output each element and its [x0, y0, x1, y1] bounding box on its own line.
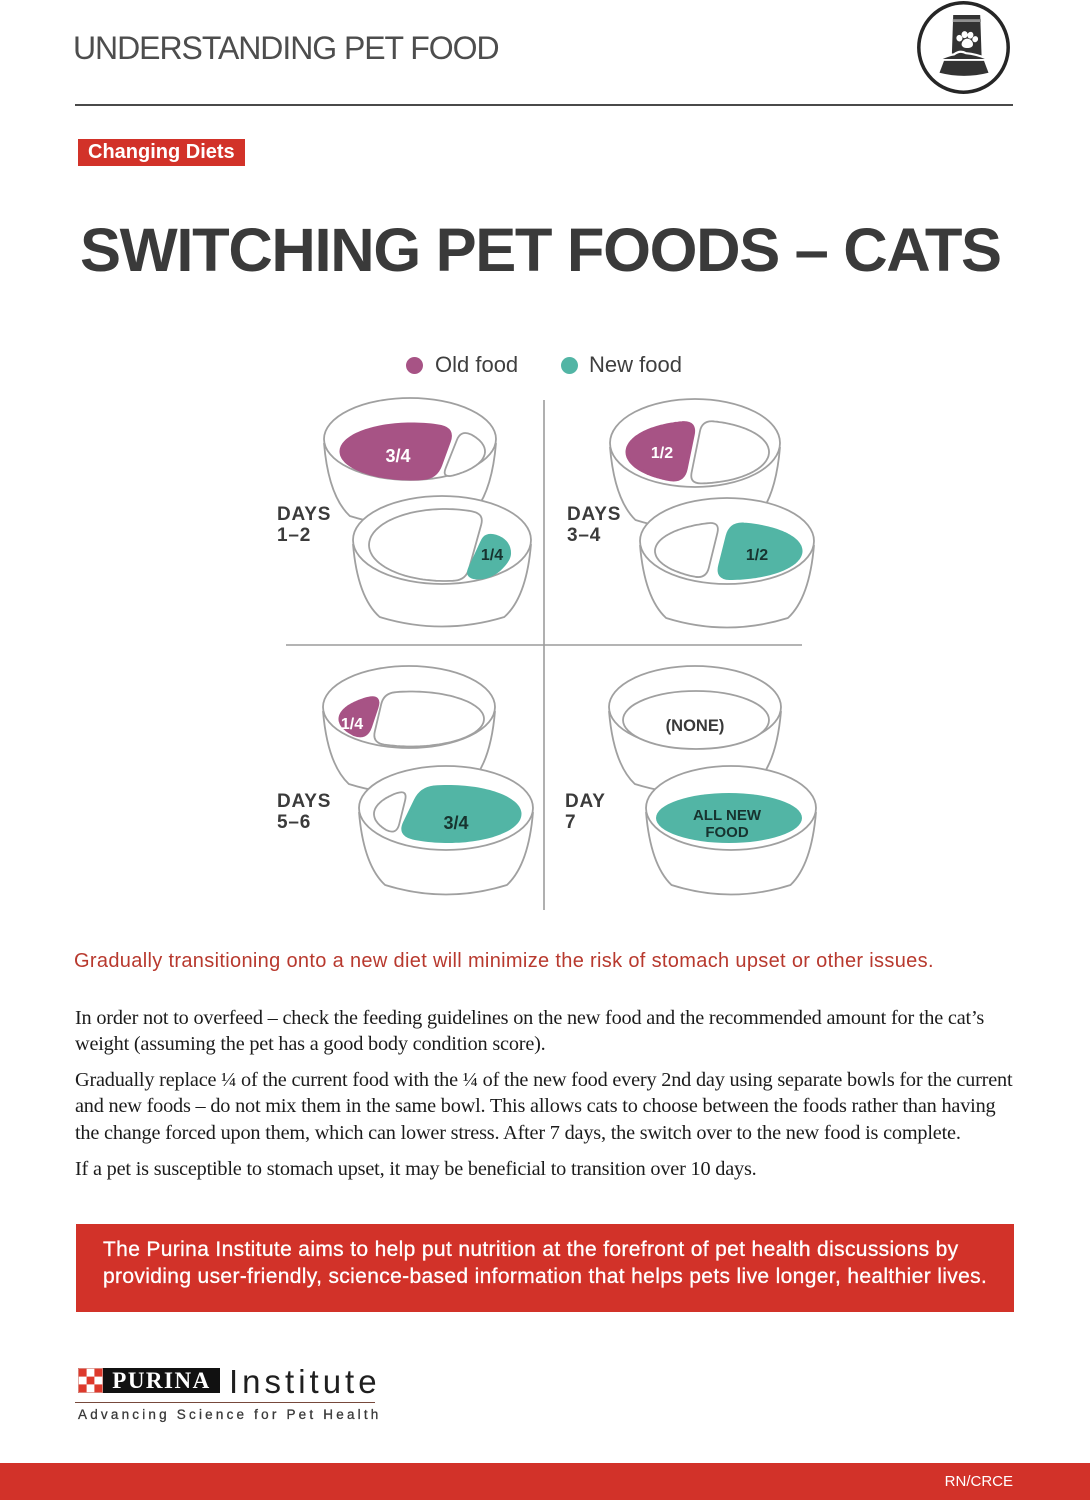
svg-text:1/4: 1/4	[341, 716, 363, 733]
svg-text:1/2: 1/2	[746, 547, 768, 564]
svg-text:(NONE): (NONE)	[666, 717, 725, 735]
svg-text:ALL NEW: ALL NEW	[693, 807, 762, 824]
svg-text:3/4: 3/4	[443, 813, 468, 833]
svg-text:FOOD: FOOD	[705, 824, 748, 841]
svg-text:1/4: 1/4	[481, 547, 503, 564]
svg-text:1/2: 1/2	[651, 445, 673, 462]
svg-text:3/4: 3/4	[385, 446, 410, 466]
